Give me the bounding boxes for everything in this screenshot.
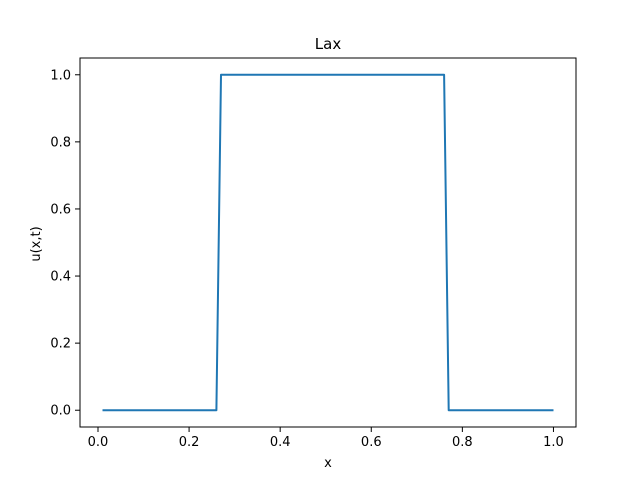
y-axis-label: u(x,t) xyxy=(29,226,44,261)
series-layer xyxy=(102,73,554,412)
y-tick-label: 0.4 xyxy=(50,270,71,285)
chart-title: Lax xyxy=(315,35,342,53)
x-tick-label: 0.0 xyxy=(88,435,109,450)
x-axis-label: x xyxy=(324,456,332,471)
x-tick-label: 1.0 xyxy=(543,435,564,450)
plot-area: 0.0 0.2 0.4 0.6 0.8 1.0 0.0 0.2 0.4 0.6 0.8 1.0 xyxy=(50,57,577,450)
series-line xyxy=(102,73,554,412)
x-tick-label: 0.2 xyxy=(179,435,200,450)
x-tick-label: 0.6 xyxy=(361,435,382,450)
y-axis-ticks: 0.0 0.2 0.4 0.6 0.8 1.0 xyxy=(50,68,80,419)
y-tick-label: 1.0 xyxy=(50,68,71,83)
y-tick-label: 0.2 xyxy=(50,337,71,352)
x-tick-label: 0.4 xyxy=(270,435,291,450)
y-tick-label: 0.8 xyxy=(50,135,71,150)
axes-frame xyxy=(79,57,577,428)
x-tick-label: 0.8 xyxy=(452,435,473,450)
y-tick-label: 0.6 xyxy=(50,202,71,217)
x-axis-ticks: 0.0 0.2 0.4 0.6 0.8 1.0 xyxy=(88,427,564,450)
y-tick-label: 0.0 xyxy=(50,404,71,419)
